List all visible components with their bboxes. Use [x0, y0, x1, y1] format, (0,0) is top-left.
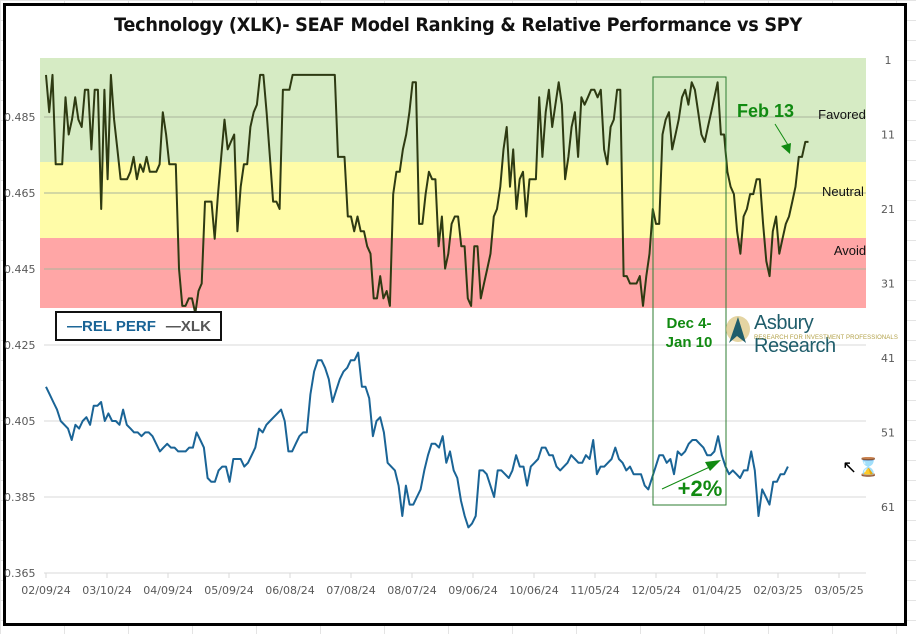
arrow-head-icon — [705, 460, 721, 471]
chart-legend: —REL PERF —XLK — [55, 311, 222, 341]
annotation-gain: +2% — [678, 476, 723, 501]
y-right-tick-label: 41 — [881, 352, 895, 365]
annotation-arrow-feb13 — [774, 123, 789, 146]
x-tick-label: 08/07/24 — [387, 584, 436, 597]
x-tick-label: 01/04/25 — [692, 584, 741, 597]
y-left-tick-label: 0.425 — [4, 339, 36, 352]
y-left-tick-label: 0.365 — [4, 567, 36, 580]
x-tick-label: 03/05/25 — [814, 584, 863, 597]
annotation-arrow-gain — [661, 464, 715, 490]
annotation-jan10: Jan 10 — [666, 334, 713, 351]
y-left-tick-label: 0.445 — [4, 263, 36, 276]
y-right-tick-label: 11 — [881, 129, 895, 142]
zone-label-neutral: Neutral — [822, 184, 864, 199]
x-tick-label: 05/09/24 — [204, 584, 253, 597]
legend-entry-xlk: —XLK — [165, 317, 211, 335]
y-right-tick-label: 51 — [881, 427, 895, 440]
annotation-feb13: Feb 13 — [737, 101, 794, 121]
x-tick-label: 02/03/25 — [753, 584, 802, 597]
annotation-dec4: Dec 4- — [666, 315, 711, 332]
highlight-box — [652, 76, 727, 506]
chart-title: Technology (XLK)- SEAF Model Ranking & R… — [113, 14, 802, 36]
y-left-tick-label: 0.405 — [4, 415, 36, 428]
arrow-head-icon — [781, 143, 791, 154]
logo-mark-icon — [726, 316, 750, 343]
logo-name: Asbury Research — [754, 312, 836, 357]
asbury-research-logo: Asbury Research RESEARCH FOR INVESTMENT … — [724, 312, 898, 357]
legend-entry-rel-perf: —REL PERF — [67, 317, 156, 335]
x-tick-label: 06/08/24 — [265, 584, 314, 597]
y-left-tick-label: 0.485 — [4, 111, 36, 124]
y-right-tick-label: 61 — [881, 501, 895, 514]
busy-cursor-icon: ↖⌛ — [842, 457, 880, 477]
x-tick-label: 11/05/24 — [570, 584, 619, 597]
x-tick-label: 03/10/24 — [82, 584, 131, 597]
zone-label-favored: Favored — [818, 107, 866, 122]
series-line-rel-perf — [45, 351, 789, 529]
x-tick-label: 02/09/24 — [21, 584, 70, 597]
y-left-tick-label: 0.465 — [4, 187, 36, 200]
x-tick-label: 07/08/24 — [326, 584, 375, 597]
x-tick-label: 09/06/24 — [448, 584, 497, 597]
zone-band-avoid — [40, 238, 866, 308]
x-tick-label: 12/05/24 — [631, 584, 680, 597]
y-right-tick-label: 21 — [881, 203, 895, 216]
y-left-tick-label: 0.385 — [4, 491, 36, 504]
logo-tagline: RESEARCH FOR INVESTMENT PROFESSIONALS — [754, 335, 898, 341]
y-right-tick-label: 1 — [885, 54, 892, 67]
x-tick-label: 04/09/24 — [143, 584, 192, 597]
series-line-xlk — [45, 73, 809, 315]
x-tick-label: 10/06/24 — [509, 584, 558, 597]
y-right-tick-label: 31 — [881, 278, 895, 291]
zone-band-favored — [40, 58, 866, 162]
zone-label-avoid: Avoid — [834, 243, 866, 258]
